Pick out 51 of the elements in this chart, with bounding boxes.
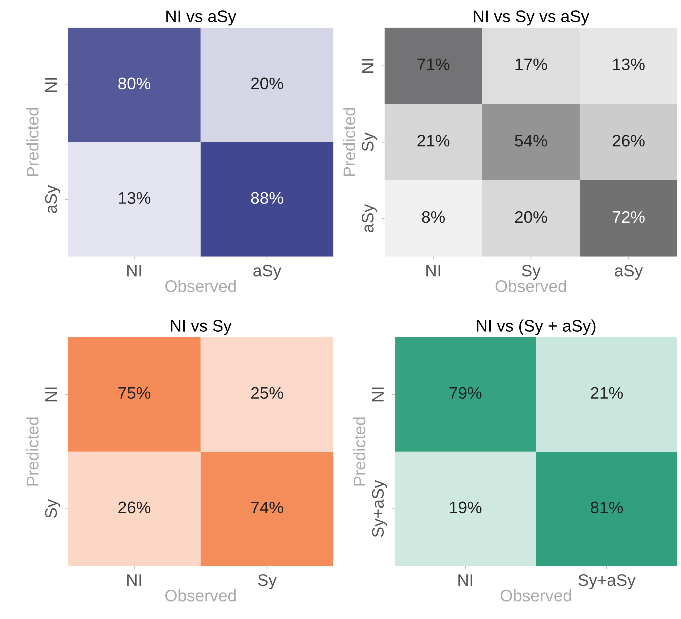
x-tick-label: NI [458, 574, 472, 586]
x-axis-title: Observed [166, 280, 236, 292]
data-label: 72% [612, 211, 645, 224]
data-label: 20% [515, 211, 548, 224]
chart-title: NI vs Sy [171, 320, 232, 336]
y-tick-label: Sy [362, 132, 378, 152]
y-tick-label: Sy+aSy [372, 480, 388, 538]
data-label: 75% [118, 387, 151, 400]
y-axis-title: Predicted [353, 418, 366, 486]
data-label: 71% [418, 58, 450, 70]
y-axis-title: Predicted [343, 108, 356, 176]
data-label: 26% [118, 502, 151, 514]
data-label: 13% [119, 192, 151, 204]
y-axis-title: Predicted [26, 108, 39, 176]
chart-title: NI vs Sy vs aSy [474, 10, 590, 26]
data-label: 17% [516, 58, 548, 70]
y-tick-label: NI [372, 388, 384, 402]
data-label: 88% [251, 192, 284, 204]
chart-title: NI vs aSy [166, 10, 237, 26]
y-tick-label: NI [46, 388, 58, 402]
x-axis-title: Observed [500, 590, 572, 602]
data-label: 21% [418, 135, 450, 147]
data-label: 25% [251, 387, 284, 400]
data-label: 54% [515, 135, 548, 147]
data-label: 13% [613, 58, 645, 70]
y-tick-label: NI [46, 78, 58, 92]
chart-title: NI vs (Sy + aSy) [477, 320, 596, 336]
data-label: 74% [251, 502, 284, 514]
x-tick-label: NI [426, 265, 440, 277]
x-tick-label: NI [128, 265, 142, 277]
data-label: 79% [450, 387, 482, 400]
data-label: 21% [591, 387, 624, 400]
data-label: 20% [251, 78, 284, 90]
x-tick-label: Sy [522, 264, 541, 280]
y-tick-label: aSy [45, 185, 60, 214]
x-axis-title: Observed [496, 280, 566, 292]
x-tick-label: aSy [615, 264, 644, 280]
x-tick-label: Sy+aSy [578, 574, 636, 590]
data-label: 19% [450, 502, 482, 514]
data-label: 80% [118, 78, 151, 90]
y-tick-label: Sy [45, 499, 60, 518]
data-label: 8% [422, 211, 446, 224]
y-tick-label: aSy [362, 204, 378, 232]
y-axis-title: Predicted [26, 418, 39, 486]
x-tick-label: Sy [258, 574, 277, 590]
y-tick-label: NI [362, 59, 374, 73]
x-axis-title: Observed [166, 590, 236, 602]
x-tick-label: NI [128, 574, 142, 586]
x-tick-label: aSy [254, 264, 282, 280]
data-label: 26% [612, 135, 645, 147]
data-label: 81% [590, 502, 624, 514]
